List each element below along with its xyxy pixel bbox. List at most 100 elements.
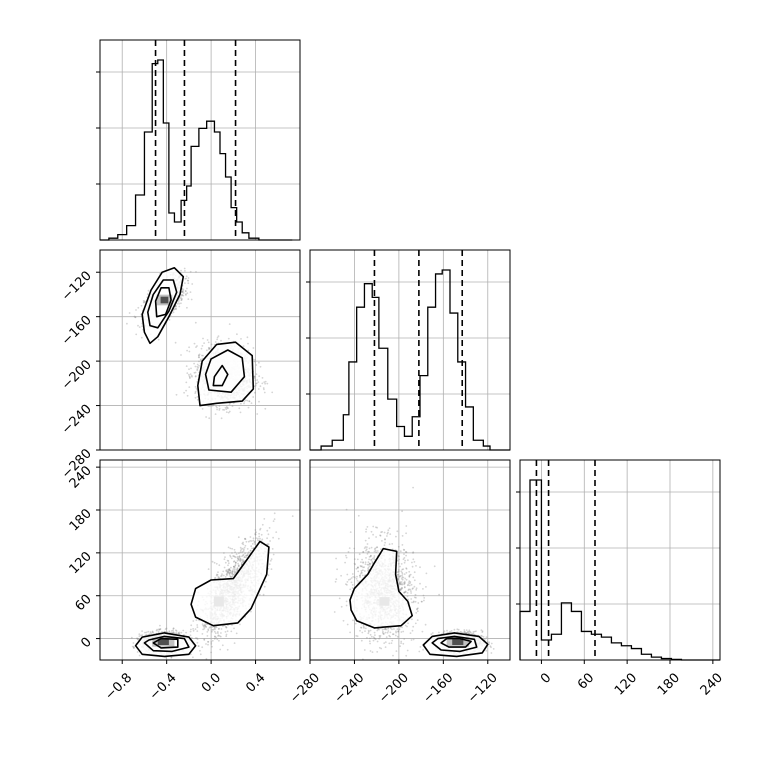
sample-point bbox=[368, 640, 371, 643]
sample-point bbox=[231, 570, 234, 573]
sample-point bbox=[263, 585, 266, 588]
sample-point bbox=[264, 382, 266, 385]
sample-point bbox=[135, 309, 137, 311]
sample-point bbox=[181, 293, 183, 296]
sample-point bbox=[242, 554, 244, 557]
sample-point bbox=[241, 547, 244, 550]
sample-point bbox=[193, 661, 195, 663]
sample-point bbox=[233, 560, 235, 563]
sample-point bbox=[185, 381, 188, 384]
sample-point bbox=[247, 554, 249, 556]
sample-point bbox=[174, 305, 177, 308]
sample-point bbox=[138, 326, 141, 328]
sample-point bbox=[239, 558, 242, 560]
sample-point bbox=[230, 571, 232, 574]
sample-point bbox=[211, 629, 214, 631]
sample-point bbox=[181, 290, 184, 293]
sample-point bbox=[215, 405, 218, 408]
sample-point bbox=[218, 635, 221, 637]
sample-point bbox=[157, 338, 160, 341]
sample-point bbox=[250, 540, 253, 542]
sample-point bbox=[137, 637, 139, 640]
sample-point bbox=[233, 560, 236, 562]
sample-point bbox=[243, 546, 246, 549]
sample-point bbox=[185, 631, 188, 634]
sample-point bbox=[187, 373, 190, 376]
sample-point bbox=[202, 354, 204, 357]
sample-point bbox=[183, 391, 186, 394]
sample-point bbox=[188, 350, 191, 353]
sample-point bbox=[235, 632, 238, 635]
sample-point bbox=[220, 628, 223, 630]
sample-point bbox=[261, 377, 264, 379]
sample-point bbox=[242, 554, 245, 556]
sample-point bbox=[210, 643, 213, 645]
sample-point bbox=[233, 642, 236, 644]
sample-point bbox=[205, 625, 207, 628]
sample-point bbox=[210, 641, 213, 643]
sample-point bbox=[197, 645, 200, 647]
sample-point bbox=[188, 346, 191, 349]
sample-point bbox=[230, 576, 233, 578]
sample-point bbox=[227, 407, 229, 409]
sample-point bbox=[145, 631, 148, 634]
sample-point bbox=[211, 626, 214, 628]
sample-point bbox=[228, 572, 231, 575]
sample-point bbox=[136, 637, 138, 640]
sample-point bbox=[398, 558, 400, 561]
sample-point bbox=[229, 555, 232, 558]
sample-point bbox=[208, 626, 211, 629]
sample-point bbox=[138, 635, 141, 638]
sample-point bbox=[198, 353, 201, 356]
sample-point bbox=[194, 321, 197, 324]
sample-point bbox=[254, 358, 256, 361]
sample-point bbox=[172, 631, 175, 633]
sample-point bbox=[213, 626, 216, 629]
panel-background bbox=[310, 250, 510, 450]
sample-point bbox=[214, 413, 217, 415]
sample-point bbox=[250, 402, 253, 405]
sample-point bbox=[262, 593, 265, 596]
sample-point bbox=[194, 392, 197, 394]
sample-point bbox=[212, 628, 215, 631]
sample-point bbox=[396, 574, 399, 576]
sample-point bbox=[227, 411, 230, 414]
sample-point bbox=[184, 277, 187, 280]
sample-point bbox=[242, 561, 245, 564]
sample-point bbox=[225, 406, 228, 408]
sample-point bbox=[203, 623, 206, 626]
sample-point bbox=[197, 645, 200, 647]
sample-point bbox=[196, 345, 198, 347]
sample-point bbox=[249, 549, 252, 552]
sample-point bbox=[194, 390, 197, 393]
sample-point bbox=[234, 561, 237, 564]
sample-point bbox=[253, 375, 256, 378]
sample-point bbox=[227, 571, 229, 574]
sample-point bbox=[270, 558, 273, 560]
sample-point bbox=[336, 568, 338, 571]
sample-point bbox=[269, 540, 271, 542]
sample-point bbox=[215, 636, 218, 639]
sample-point bbox=[256, 379, 259, 381]
sample-point bbox=[214, 576, 217, 579]
sample-point bbox=[254, 379, 257, 382]
sample-point bbox=[178, 632, 180, 635]
panel-content bbox=[126, 267, 274, 420]
sample-point bbox=[247, 540, 250, 543]
sample-point bbox=[211, 639, 214, 642]
sample-point bbox=[259, 365, 262, 368]
sample-point bbox=[228, 572, 231, 575]
sample-point bbox=[194, 375, 197, 377]
sample-point bbox=[219, 635, 222, 638]
sample-point bbox=[256, 539, 259, 541]
sample-point bbox=[159, 624, 161, 627]
sample-point bbox=[189, 377, 191, 379]
sample-point bbox=[225, 573, 228, 576]
sample-point bbox=[258, 361, 260, 364]
sample-point bbox=[265, 580, 267, 583]
sample-point bbox=[168, 319, 171, 321]
sample-point bbox=[227, 568, 230, 571]
sample-point bbox=[263, 388, 265, 391]
sample-point bbox=[186, 394, 189, 397]
sample-point bbox=[227, 570, 230, 573]
